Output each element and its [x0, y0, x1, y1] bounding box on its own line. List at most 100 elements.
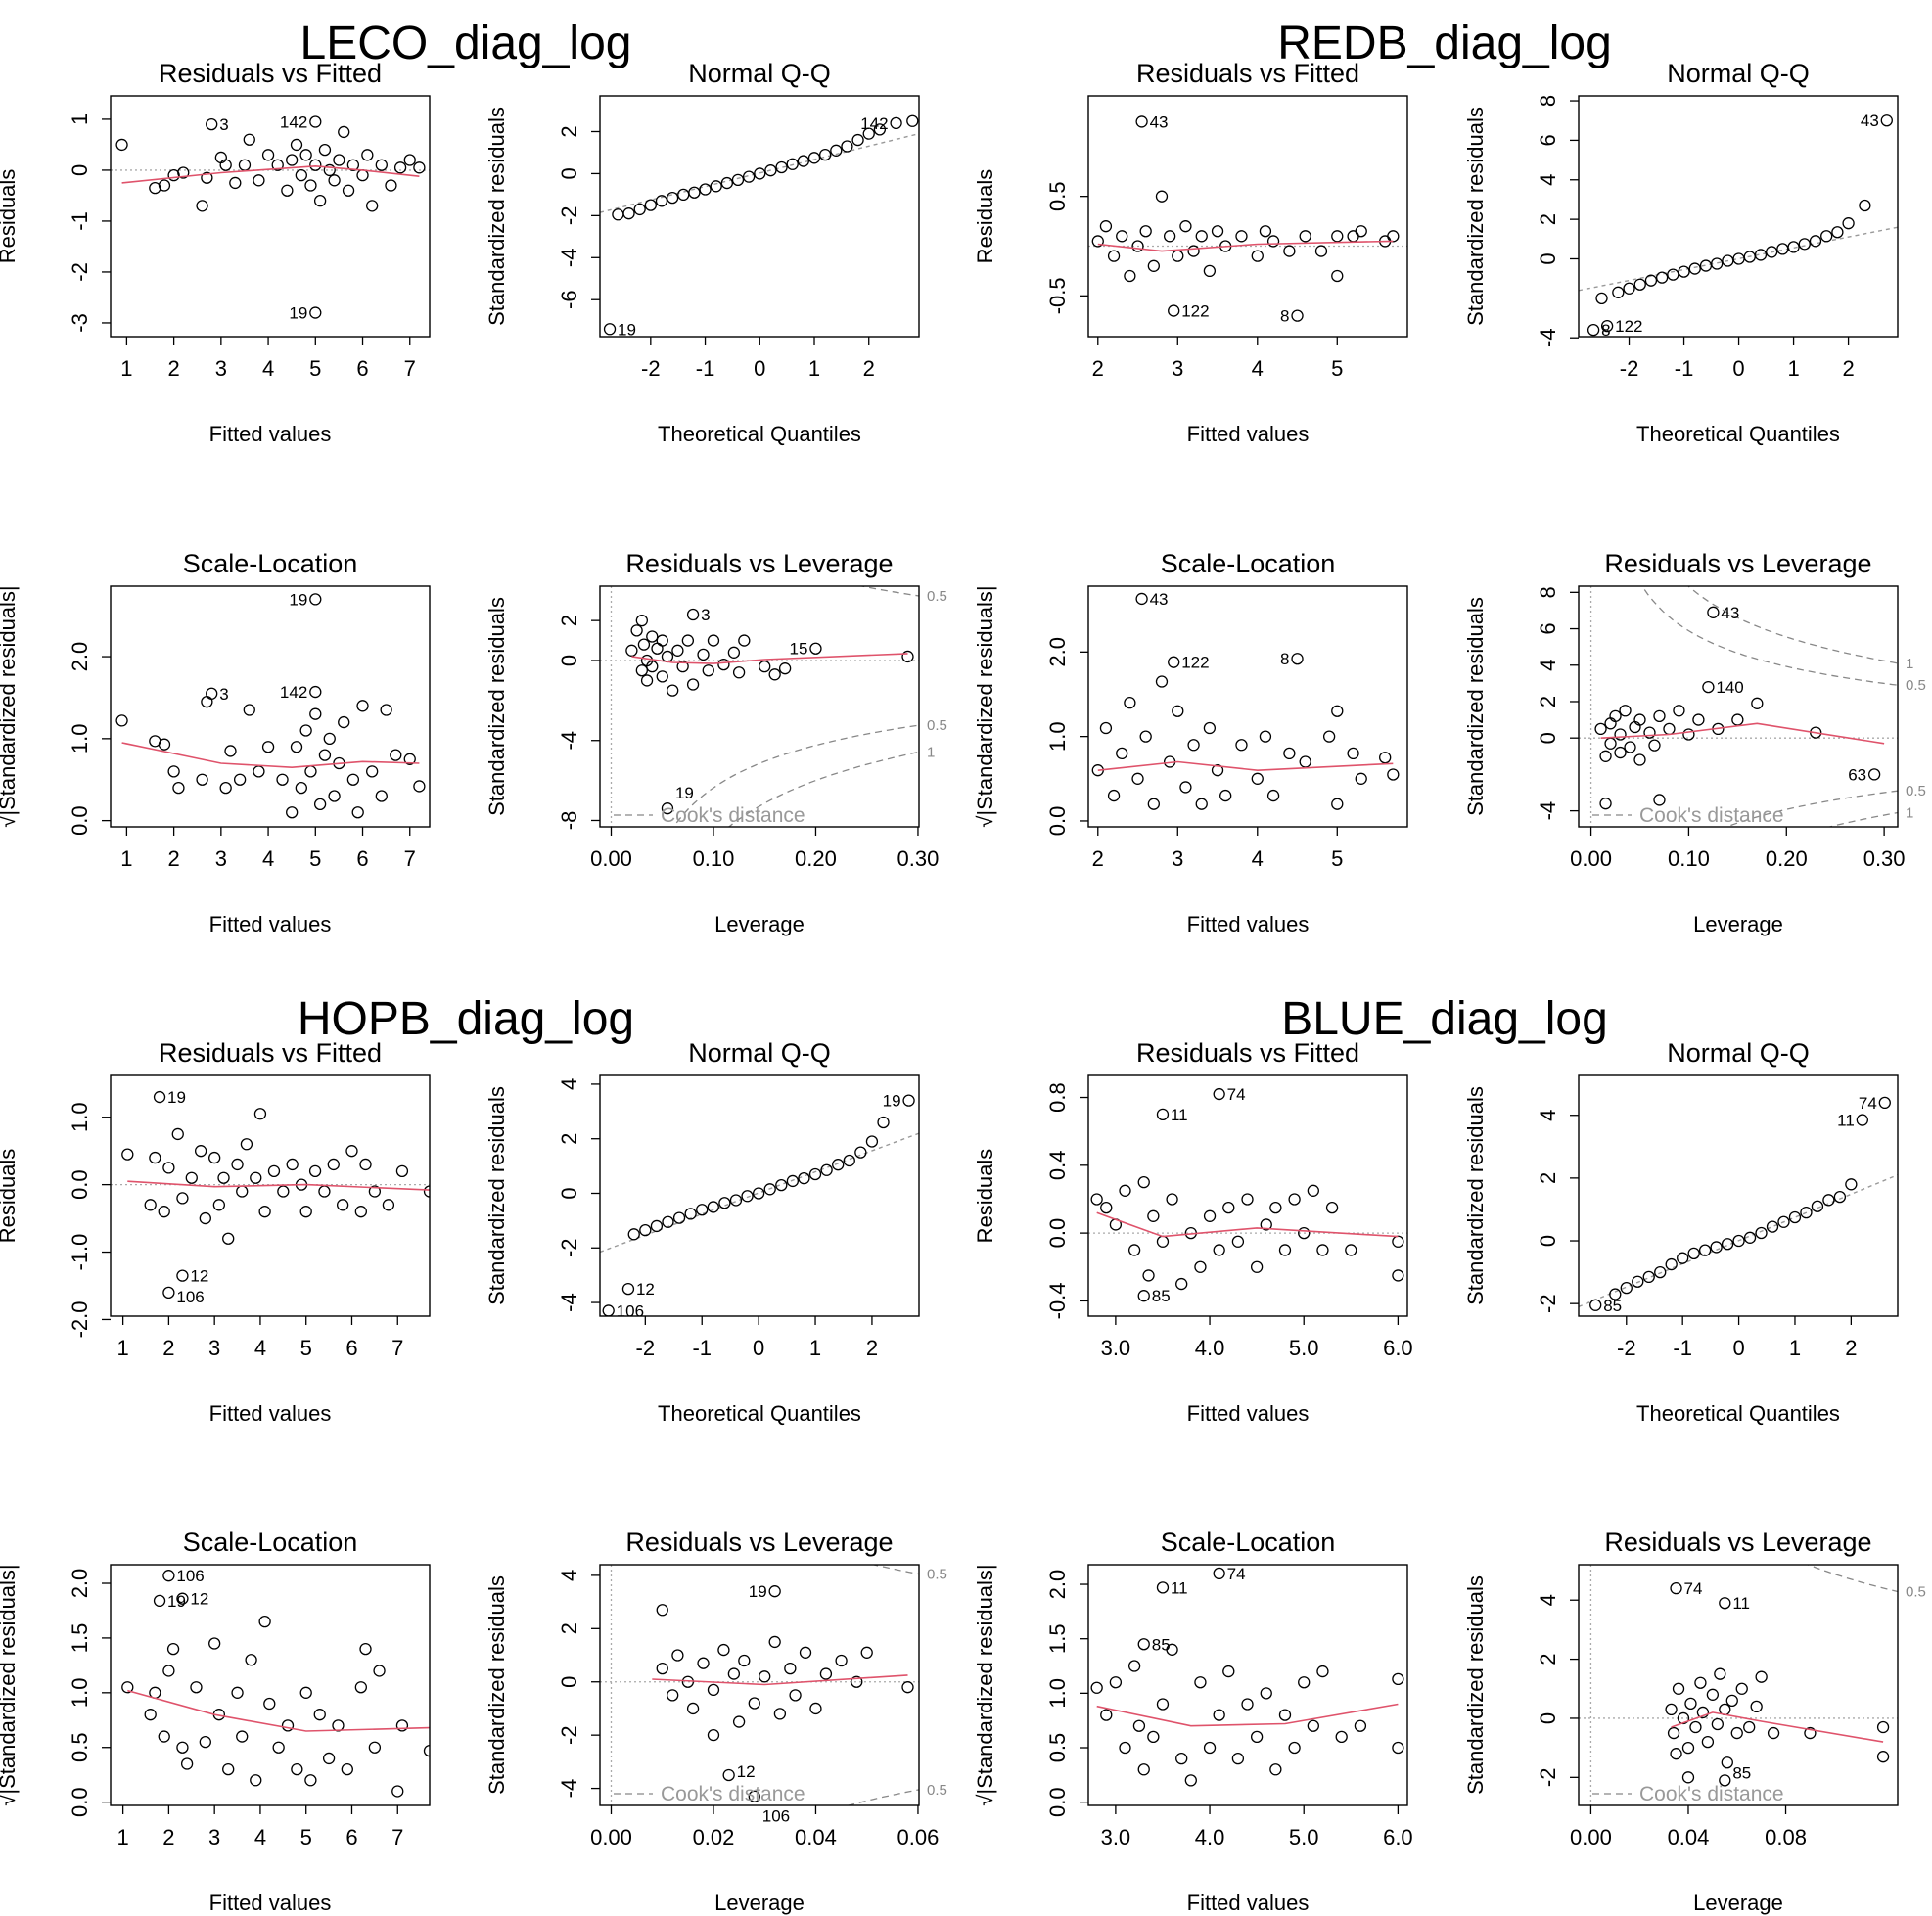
- plot-frame: [110, 95, 431, 338]
- data-point: [1833, 1190, 1847, 1204]
- data-point: [346, 159, 360, 171]
- y-tick-label: 2: [557, 615, 581, 626]
- x-tick-label: 3: [215, 356, 227, 381]
- y-tick-label: 0.0: [1045, 1218, 1070, 1249]
- data-point: [290, 741, 303, 753]
- y-tick-label: 0.5: [68, 1732, 92, 1762]
- cooks-distance-contour: [727, 751, 919, 827]
- y-axis-label: Standardized residuals: [1463, 107, 1488, 326]
- data-point: [222, 1232, 235, 1245]
- data-point: [1788, 1210, 1802, 1224]
- data-point: [208, 1637, 221, 1650]
- panel-title: Residuals vs Fitted: [1136, 59, 1359, 88]
- data-point: [327, 1158, 340, 1171]
- y-tick-label: 0.0: [1045, 1787, 1070, 1817]
- data-point: [656, 634, 668, 647]
- y-axis-label: Standardized residuals: [484, 597, 509, 816]
- data-point: [1682, 728, 1695, 741]
- data-point: [313, 1709, 326, 1721]
- data-point: [1288, 1193, 1301, 1206]
- outlier-point: [1880, 114, 1893, 127]
- data-point: [385, 179, 397, 192]
- y-tick-label: -2: [557, 1725, 581, 1745]
- data-point: [366, 200, 379, 212]
- data-point: [832, 1159, 845, 1171]
- data-point: [625, 644, 638, 657]
- data-point: [201, 695, 213, 708]
- outlier-point: [1719, 1597, 1731, 1610]
- data-point: [1156, 1235, 1170, 1248]
- data-point: [1670, 1748, 1682, 1760]
- plot-frame: [110, 585, 431, 828]
- data-point: [250, 1774, 262, 1787]
- data-point: [1653, 709, 1666, 723]
- data-point: [1714, 1667, 1726, 1680]
- y-tick-label: 0: [1536, 732, 1560, 744]
- data-point: [236, 1185, 249, 1198]
- data-point: [1331, 230, 1344, 243]
- data-point: [167, 765, 180, 778]
- y-tick-label: 0.0: [68, 1787, 92, 1817]
- data-point: [158, 1730, 170, 1743]
- outlier-point: [1137, 1638, 1150, 1651]
- data-point: [1766, 246, 1778, 258]
- outlier-point: [1135, 592, 1148, 606]
- panel-residuals-vs-fitted: Residuals vs Fitted Fitted values Residual…: [0, 59, 431, 446]
- x-tick-label: -1: [696, 356, 715, 381]
- x-axis-label: Leverage: [714, 1891, 805, 1915]
- data-point: [901, 650, 914, 663]
- data-point: [661, 650, 674, 663]
- data-point: [1175, 1277, 1188, 1291]
- data-point: [1698, 1244, 1712, 1256]
- x-tick-label: 2: [167, 846, 179, 871]
- data-point: [1845, 1178, 1858, 1191]
- data-point: [1288, 1741, 1301, 1755]
- y-tick-label: -2: [557, 206, 581, 226]
- y-tick-label: 2: [557, 125, 581, 137]
- data-point: [1156, 1698, 1170, 1711]
- data-point: [860, 1646, 873, 1659]
- smooth-trend-line: [652, 1674, 908, 1686]
- qq-reference-line: [1579, 226, 1898, 292]
- data-point: [1127, 1660, 1141, 1672]
- data-point: [1250, 1260, 1264, 1273]
- outlier-point: [1600, 319, 1614, 333]
- outlier-point: [902, 1094, 915, 1107]
- group-title: REDB_diag_log: [1277, 18, 1612, 69]
- y-tick-label: 4: [1536, 1594, 1560, 1606]
- y-tick-label: -8: [557, 811, 581, 831]
- outlier-point: [1707, 606, 1720, 618]
- panel-title: Scale-Location: [1161, 549, 1336, 578]
- outlier-label: 8: [1601, 321, 1610, 340]
- data-point: [1116, 230, 1128, 243]
- x-tick-label: 4.0: [1195, 1825, 1225, 1849]
- data-point: [1316, 1244, 1329, 1256]
- data-point: [323, 732, 336, 745]
- data-point: [240, 1138, 253, 1151]
- data-point: [199, 1211, 211, 1225]
- data-point: [233, 773, 247, 786]
- data-point: [286, 154, 299, 166]
- panel-title: Scale-Location: [183, 1528, 358, 1557]
- outlier-label: 11: [1171, 1106, 1188, 1124]
- data-point: [1241, 1193, 1254, 1206]
- x-tick-label: 5: [1331, 356, 1343, 381]
- x-axis-label: Leverage: [1693, 912, 1783, 936]
- data-point: [395, 1164, 409, 1177]
- outlier-point: [809, 642, 822, 655]
- x-axis-label: Theoretical Quantiles: [1636, 1401, 1840, 1426]
- plot-area: [121, 1570, 430, 1798]
- data-point: [1665, 1703, 1678, 1716]
- outlier-point: [748, 1790, 760, 1802]
- outlier-label: 11: [1837, 1112, 1855, 1130]
- outlier-label: 85: [1732, 1763, 1751, 1782]
- y-tick-label: 0.0: [1045, 806, 1070, 837]
- outlier-point: [176, 1592, 189, 1605]
- data-point: [1604, 717, 1617, 730]
- data-point: [413, 780, 426, 793]
- y-tick-label: 2: [1536, 213, 1560, 225]
- data-point: [1614, 746, 1627, 759]
- data-point: [299, 1686, 312, 1699]
- x-axis-label: Theoretical Quantiles: [1636, 422, 1840, 446]
- y-axis-label: Standardized residuals: [1463, 597, 1488, 816]
